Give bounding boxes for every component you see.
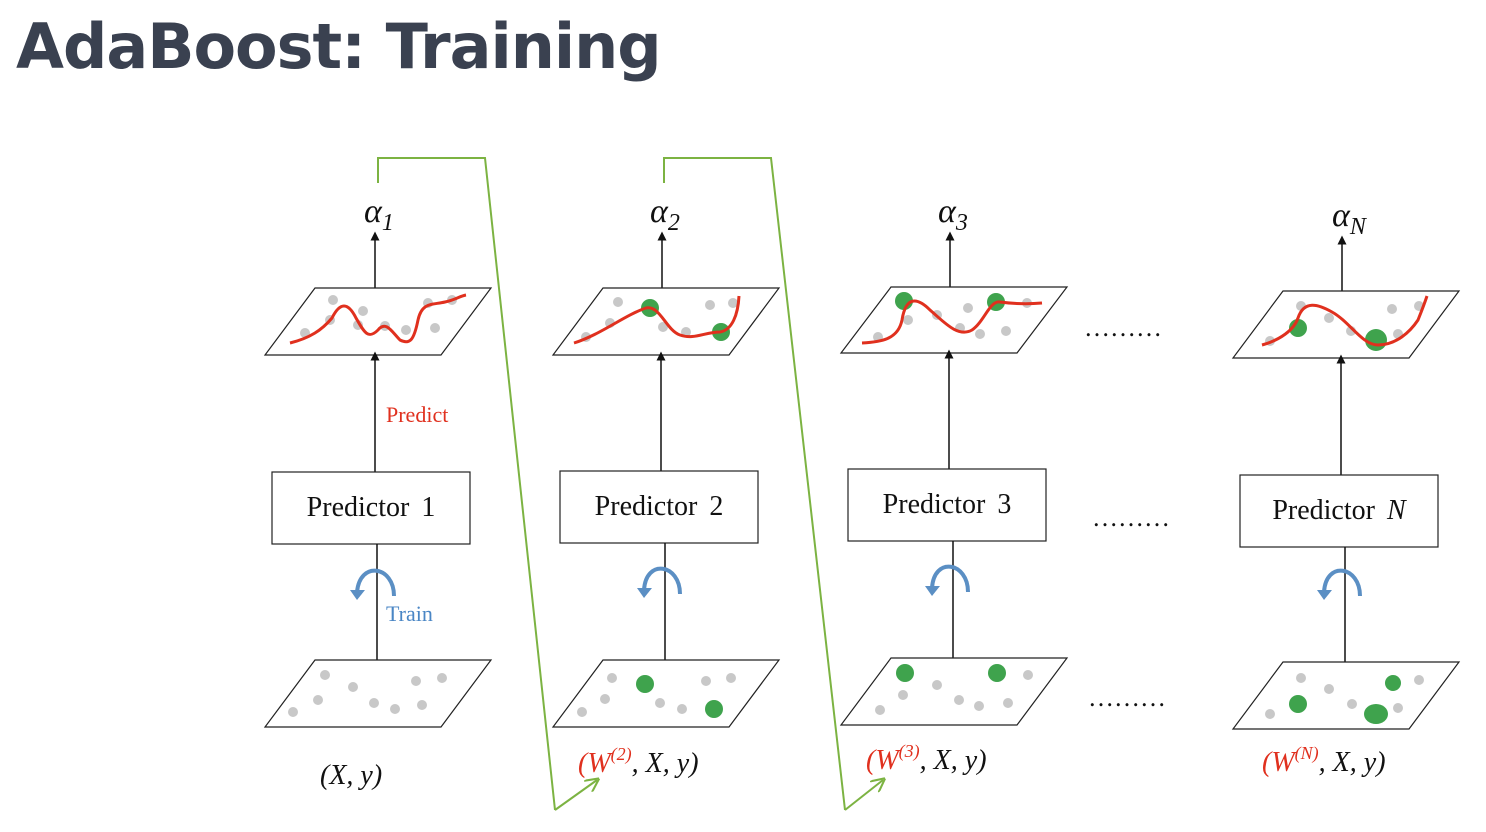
weighted-training-points-2 xyxy=(636,675,723,718)
stage-n: αN Predictor N (W(N), X, y) xyxy=(1231,197,1461,778)
train-loop-arrowhead-3 xyxy=(925,586,940,596)
input-2-label: (W(2), X, y) xyxy=(578,744,699,779)
training-points-3 xyxy=(875,670,1033,715)
train-loop-icon-n xyxy=(1322,568,1362,597)
ellipsis-training-row: ……… xyxy=(1088,683,1166,712)
training-plane-3 xyxy=(839,657,1069,726)
predictor-2-label: Predictor 2 xyxy=(595,491,724,522)
training-plane-n xyxy=(1231,661,1461,730)
weight-link-2-to-3 xyxy=(663,157,846,811)
train-loop-icon-1 xyxy=(355,568,396,597)
weight-link-arrow-3 xyxy=(844,780,883,811)
training-points-1 xyxy=(288,670,447,717)
train-loop-icon-3 xyxy=(930,564,970,593)
prediction-points-n xyxy=(1265,301,1424,346)
predictor-3-label: Predictor 3 xyxy=(883,489,1012,520)
weighted-training-points-n xyxy=(1289,675,1401,724)
train-loop-arrowhead-1 xyxy=(350,590,365,600)
training-plane-2 xyxy=(551,659,781,728)
predictor-2-box xyxy=(559,470,759,544)
input-1-label: (X, y) xyxy=(320,760,382,791)
input-n-label: (W(N), X, y) xyxy=(1262,743,1386,778)
ellipsis-prediction-row: ……… xyxy=(1084,313,1162,342)
stage-3: α3 Predictor 3 (W(3), X, y) xyxy=(839,193,1069,776)
input-3-label: (W(3), X, y) xyxy=(866,741,987,776)
stage-2: α2 Predictor 2 (W(2), X, y) xyxy=(551,193,781,779)
train-loop-arrowhead-2 xyxy=(637,588,652,598)
training-points-2 xyxy=(577,673,736,717)
training-points-n xyxy=(1265,673,1424,719)
prediction-curve-1 xyxy=(289,293,467,345)
weight-link-1-to-2 xyxy=(377,157,556,811)
predictor-1-label: Predictor 1 xyxy=(307,492,436,523)
alpha-3-label: α3 xyxy=(938,193,968,236)
weighted-training-points-3 xyxy=(896,664,1006,682)
stage-1: α1 Predict Predictor 1 Train (X, y) xyxy=(263,193,493,791)
alpha-2-label: α2 xyxy=(650,193,680,236)
train-loop-icon-2 xyxy=(642,566,682,595)
predict-label: Predict xyxy=(386,402,448,427)
weight-link-arrow-2 xyxy=(554,780,597,811)
prediction-curve-2 xyxy=(573,295,741,345)
train-loop-arrowhead-n xyxy=(1317,590,1332,600)
slide-title: AdaBoost: Training xyxy=(16,10,662,83)
predictor-n-box xyxy=(1239,474,1439,548)
predictor-1-box xyxy=(271,471,471,545)
prediction-curve-3 xyxy=(861,299,1043,345)
predictor-3-box xyxy=(847,468,1047,542)
training-plane-1 xyxy=(263,659,493,728)
alpha-1-label: α1 xyxy=(364,193,394,236)
train-label: Train xyxy=(386,601,433,626)
predictor-n-label: Predictor N xyxy=(1272,495,1407,526)
ellipsis-predictor-row: ……… xyxy=(1092,503,1170,532)
prediction-curve-n xyxy=(1261,295,1429,347)
alpha-n-label: αN xyxy=(1332,197,1368,240)
